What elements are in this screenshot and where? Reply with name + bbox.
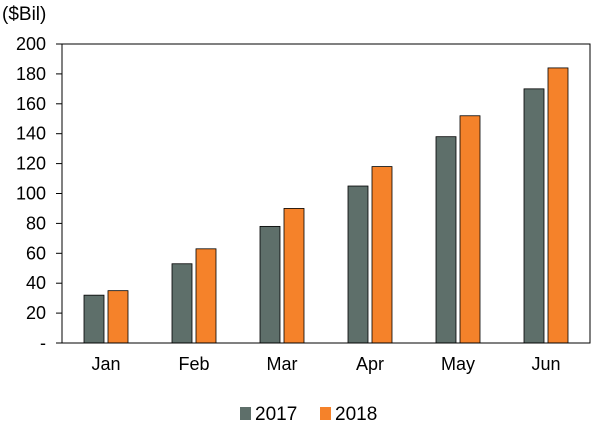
bar-2017-Jan: [83, 294, 105, 344]
y-tick-label: 140: [16, 124, 46, 144]
y-unit-label: ($Bil): [2, 4, 46, 25]
y-tick-label: 160: [16, 94, 46, 114]
x-tick-label: Mar: [267, 354, 298, 374]
bar-2017-May: [435, 136, 457, 344]
bar-2017-Jun: [523, 88, 545, 344]
bar-2018-Jun: [547, 67, 569, 344]
y-tick-label: -: [40, 333, 46, 353]
y-tick-label: 20: [26, 303, 46, 323]
bar-2018-Apr: [371, 166, 393, 344]
y-tick-label: 100: [16, 184, 46, 204]
x-tick-label: Feb: [178, 354, 209, 374]
bar-2018-May: [459, 115, 481, 344]
bar-2017-Apr: [347, 185, 369, 344]
y-tick-label: 40: [26, 273, 46, 293]
bar-2018-Feb: [195, 248, 217, 344]
legend-label-2018: 2018: [335, 404, 377, 425]
bar-2017-Feb: [171, 263, 193, 344]
bar-2018-Mar: [283, 208, 305, 344]
x-tick-label: Apr: [356, 354, 384, 374]
y-tick-label: 200: [16, 34, 46, 54]
x-tick-label: Jan: [91, 354, 120, 374]
bar-2017-Mar: [259, 225, 281, 344]
legend: 2017 2018: [240, 404, 377, 425]
legend-label-2017: 2017: [255, 404, 297, 425]
x-tick-label: May: [441, 354, 475, 374]
bar-2018-Jan: [107, 290, 129, 344]
y-tick-label: 180: [16, 64, 46, 84]
legend-swatch-2017: [240, 407, 251, 420]
x-tick-label: Jun: [531, 354, 560, 374]
plot-area-frame: [61, 43, 591, 344]
y-tick-label: 60: [26, 243, 46, 263]
y-tick-label: 120: [16, 154, 46, 174]
legend-swatch-2018: [320, 407, 331, 420]
y-tick-label: 80: [26, 213, 46, 233]
